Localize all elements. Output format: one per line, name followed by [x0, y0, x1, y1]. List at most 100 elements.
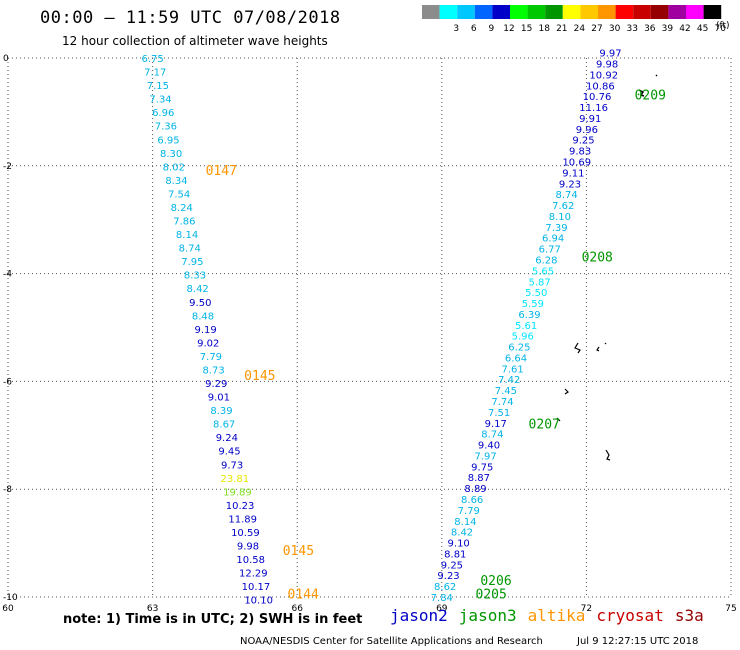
wave-height-value: 9.01 — [208, 393, 230, 404]
footnote: note: 1) Time is in UTC; 2) SWH is in fe… — [63, 612, 363, 627]
island-outline — [655, 74, 658, 77]
wave-height-value: 9.25 — [441, 560, 463, 571]
wave-height-value: 9.17 — [485, 419, 507, 430]
credit-line: NOAA/NESDIS Center for Satellite Applica… — [240, 636, 543, 647]
track-time-label: 0145 — [283, 544, 314, 559]
track-time-label: 0209 — [635, 89, 666, 104]
wave-height-value: 8.02 — [163, 162, 185, 173]
island-outline — [556, 417, 561, 422]
color-scale-label: 33 — [626, 24, 637, 34]
wave-height-value: 8.10 — [549, 212, 571, 223]
wave-height-value: 6.64 — [505, 353, 527, 364]
island-outline — [638, 89, 645, 97]
wave-height-value: 9.96 — [576, 125, 598, 136]
legend-altika: altika — [527, 606, 586, 625]
wave-height-value: 8.89 — [464, 484, 486, 495]
wave-height-value: 9.23 — [559, 179, 581, 190]
timestamp: Jul 9 12:27:15 UTC 2018 — [577, 636, 699, 647]
wave-height-value: 8.42 — [187, 284, 209, 295]
color-scale-label: 12 — [503, 24, 514, 34]
color-scale-label: 70 — [714, 24, 726, 34]
color-swatch — [492, 5, 510, 19]
chart-grid — [7, 57, 732, 598]
color-swatch — [474, 5, 493, 19]
wave-height-value: 5.96 — [512, 332, 534, 343]
wave-height-value: 9.45 — [218, 447, 240, 458]
x-tick-label: 60 — [2, 604, 14, 614]
wave-height-value: 8.74 — [481, 430, 503, 441]
color-scale-label: 15 — [521, 24, 532, 34]
color-scale-label: 42 — [679, 24, 690, 34]
wave-height-value: 5.59 — [522, 299, 544, 310]
color-scale-label: 6 — [471, 24, 477, 34]
wave-height-value: 8.81 — [444, 549, 466, 560]
wave-height-value: 10.76 — [583, 92, 612, 103]
wave-height-value: 7.36 — [155, 122, 177, 133]
wave-height-value: 7.45 — [495, 386, 517, 397]
wave-height-value: 8.48 — [192, 311, 214, 322]
color-scale-label: 39 — [662, 24, 674, 34]
wave-height-value: 7.42 — [498, 375, 520, 386]
wave-height-value: 8.73 — [202, 365, 224, 376]
wave-height-value: 7.15 — [147, 81, 169, 92]
color-swatch — [527, 5, 546, 19]
wave-height-value: 9.98 — [596, 59, 618, 70]
x-tick-label: 69 — [436, 604, 448, 614]
y-tick-label: -8 — [3, 485, 12, 495]
wave-height-value: 23.81 — [220, 474, 249, 485]
y-tick-label: -10 — [3, 593, 18, 603]
wave-height-value: 6.39 — [518, 310, 540, 321]
track-time-label: 0145 — [244, 369, 275, 384]
track-time-label: 0208 — [582, 250, 613, 265]
legend-s3a: s3a — [674, 606, 704, 625]
wave-height-value: 12.29 — [239, 569, 268, 580]
color-swatch — [668, 5, 686, 19]
color-scale-label: 9 — [489, 24, 495, 34]
wave-height-value: 10.86 — [586, 81, 615, 92]
color-scale-label: 45 — [697, 24, 708, 34]
wave-height-value: 9.02 — [197, 338, 219, 349]
track-time-label: 0206 — [480, 574, 511, 589]
wave-height-value: 7.61 — [502, 364, 524, 375]
wave-height-value: 8.39 — [210, 406, 232, 417]
y-tick-label: 0 — [3, 54, 9, 64]
color-swatch — [598, 5, 616, 19]
wave-height-value: 9.98 — [237, 542, 259, 553]
track-time-label: 0205 — [476, 587, 507, 602]
color-scale-label: 36 — [644, 24, 656, 34]
wave-height-value: 8.67 — [213, 420, 235, 431]
wave-height-value: 9.83 — [569, 147, 591, 158]
wave-height-value: 10.17 — [242, 582, 271, 593]
wave-height-value: 7.97 — [475, 451, 497, 462]
wave-height-value: 11.16 — [579, 103, 608, 114]
wave-height-value: 9.11 — [562, 168, 584, 179]
wave-height-value: 8.30 — [160, 149, 182, 160]
track-time-label: 0207 — [529, 418, 560, 433]
color-scale-label: 30 — [609, 24, 621, 34]
wave-height-value: 9.50 — [189, 298, 211, 309]
color-swatch — [545, 5, 563, 19]
wave-height-value: 9.97 — [599, 49, 621, 60]
color-swatch — [510, 5, 528, 19]
wave-height-value: 7.62 — [552, 201, 574, 212]
legend-jason3: jason3 — [458, 606, 517, 625]
color-scale-bar: 3 6 9 12 15 18 21 24 27 30 33 36 39 42 45 70 — [422, 5, 726, 34]
color-swatch — [615, 5, 634, 19]
legend-jason2: jason2 — [390, 606, 448, 625]
track-time-label: 0147 — [206, 164, 237, 179]
wave-height-value: 8.14 — [454, 517, 476, 528]
wave-height-value: 7.17 — [144, 68, 166, 79]
island-outline — [564, 388, 569, 395]
island-outline — [604, 342, 607, 345]
wave-height-value: 5.61 — [515, 321, 537, 332]
color-scale-label: 18 — [538, 24, 550, 34]
wave-height-value: 8.34 — [165, 176, 187, 187]
wave-height-value: 8.14 — [176, 230, 198, 241]
legend-cryosat: cryosat — [596, 606, 664, 625]
wave-height-value: 10.10 — [244, 596, 273, 607]
wave-height-value: 9.73 — [221, 460, 243, 471]
wave-height-value: 9.10 — [448, 539, 470, 550]
wave-height-value: 8.74 — [179, 244, 201, 255]
wave-height-value: 6.77 — [539, 245, 561, 256]
